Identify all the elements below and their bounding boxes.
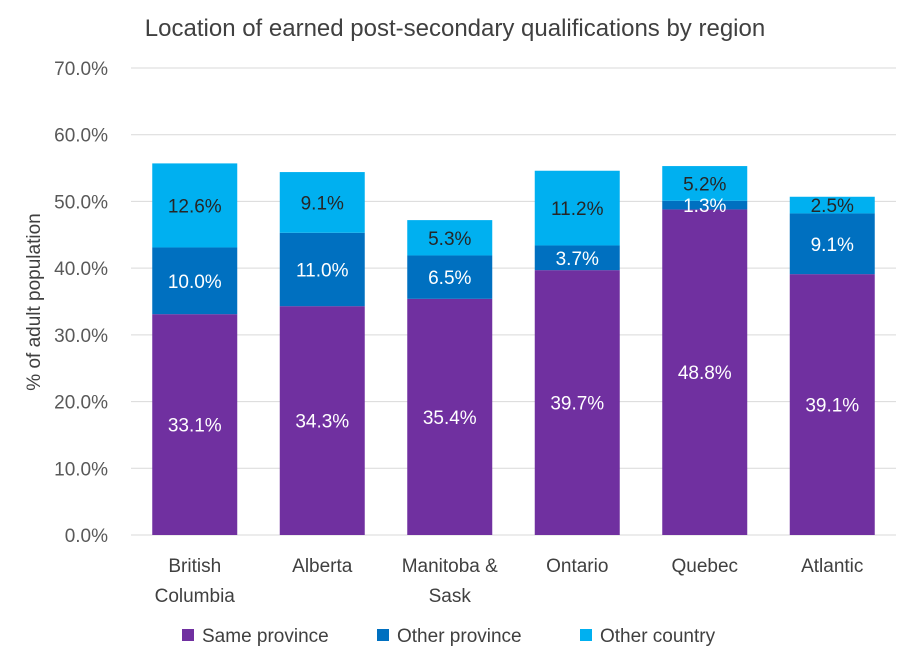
data-label: 9.1% [301, 193, 344, 214]
data-label: 33.1% [168, 416, 222, 437]
data-label: 3.7% [556, 249, 599, 270]
data-label: 12.6% [168, 196, 222, 217]
legend-swatch [182, 629, 194, 641]
data-label: 48.8% [678, 363, 732, 384]
bar-segment [662, 200, 748, 210]
category-label: Quebec [671, 556, 738, 577]
y-tick-label: 0.0% [65, 526, 108, 547]
y-tick-label: 20.0% [54, 393, 108, 414]
legend-swatch [580, 629, 592, 641]
bar-segment [789, 213, 875, 275]
data-label: 11.0% [296, 260, 349, 281]
data-label: 6.5% [428, 268, 471, 289]
bar-segment [152, 314, 238, 535]
category-label: British Columbia [155, 556, 236, 607]
data-label: 11.2% [551, 199, 604, 220]
data-label: 5.3% [428, 229, 471, 250]
y-axis-label: % of adult population [24, 213, 45, 390]
legend-entry: Same province [202, 626, 329, 647]
bar-segment [407, 298, 493, 535]
bar-segment [407, 220, 493, 256]
bar-segment [279, 306, 365, 535]
legend-swatch [377, 629, 389, 641]
y-axis-ticks: 0.0% 10.0% 20.0% 30.0% 40.0% 50.0% 60.0% 70.0% [54, 59, 108, 547]
data-labels: 33.1% 10.0% 12.6% 34.3% 11.0% 9.1% 35.4% 6.5% 5.… [168, 174, 859, 436]
category-label: Ontario [546, 556, 608, 577]
bar-segment [534, 170, 620, 246]
data-label: 34.3% [295, 412, 349, 433]
legend-entry: Other province [397, 626, 522, 647]
bar-segment [152, 247, 238, 315]
data-label: 1.3% [683, 196, 726, 217]
category-labels: British Columbia Alberta Manitoba & Sask Onta… [155, 556, 864, 607]
legend-entry: Other country [600, 626, 716, 647]
legend: Same province Other province Other country [182, 626, 716, 647]
data-label: 39.1% [805, 396, 859, 417]
bar-segment [279, 172, 365, 233]
bar-segment [789, 196, 875, 214]
data-label: 2.5% [811, 196, 854, 217]
bars [152, 163, 875, 536]
y-tick-label: 10.0% [54, 459, 108, 480]
y-tick-label: 50.0% [54, 192, 108, 213]
bar-segment [662, 166, 748, 201]
data-label: 10.0% [168, 272, 222, 293]
bar-segment [789, 274, 875, 535]
y-tick-label: 40.0% [54, 259, 108, 280]
bar-segment [662, 209, 748, 536]
category-label: Manitoba & Sask [402, 556, 498, 607]
data-label: 5.2% [683, 174, 726, 195]
y-tick-label: 60.0% [54, 126, 108, 147]
bar-segment [534, 270, 620, 535]
data-label: 35.4% [423, 408, 477, 429]
category-label: Alberta [292, 556, 353, 577]
data-label: 39.7% [550, 394, 604, 415]
bar-segment [279, 232, 365, 307]
bar-segment [534, 245, 620, 271]
data-label: 9.1% [811, 235, 854, 256]
y-tick-label: 70.0% [54, 59, 108, 80]
gridlines [131, 67, 896, 536]
category-label: Atlantic [801, 556, 863, 577]
y-tick-label: 30.0% [54, 326, 108, 347]
chart-title: Location of earned post-secondary qualif… [145, 15, 765, 42]
bar-segment [407, 255, 493, 299]
bar-segment [152, 163, 238, 248]
